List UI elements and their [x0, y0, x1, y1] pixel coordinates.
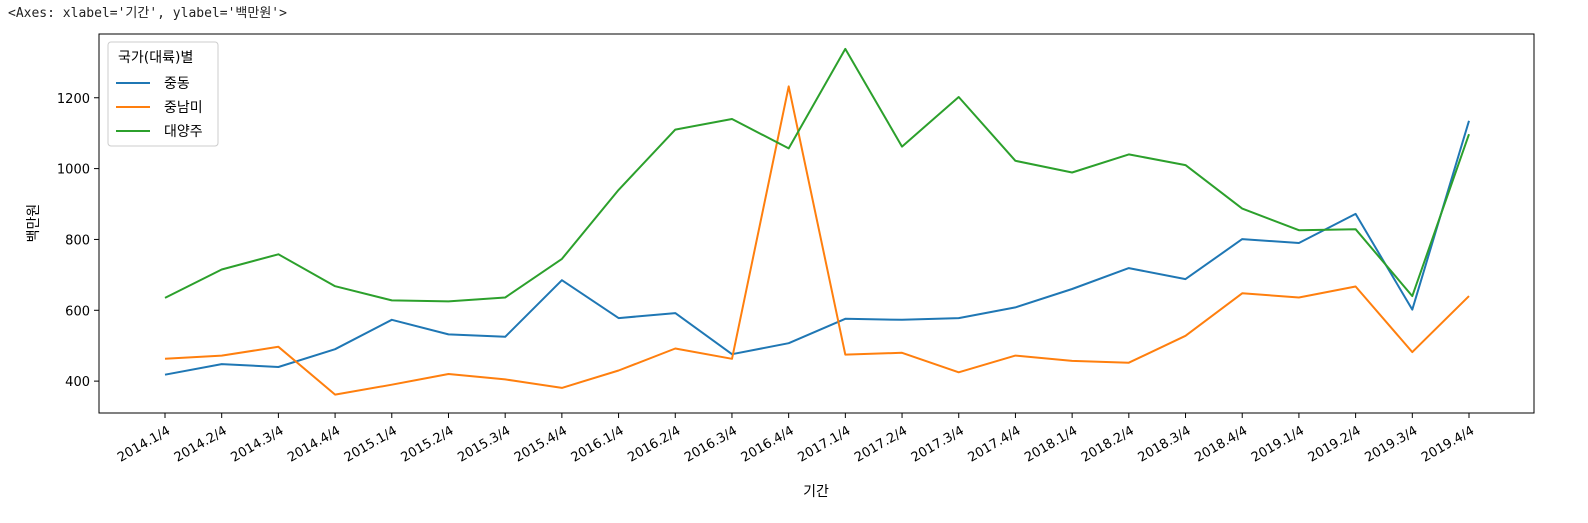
y-axis: 400 600 800 1000 1200: [57, 92, 99, 390]
legend-entry-1: 중동: [164, 76, 190, 92]
legend-entry-3: 대양주: [164, 124, 203, 140]
x-tick-label: 2017.2/4: [852, 423, 910, 465]
x-tick-label: 2019.2/4: [1306, 423, 1364, 465]
x-tick-label: 2018.4/4: [1192, 423, 1250, 465]
x-tick-label: 2014.4/4: [285, 423, 343, 465]
x-tick-label: 2014.3/4: [229, 423, 287, 465]
x-tick-label: 2018.3/4: [1136, 423, 1194, 465]
y-tick-label: 400: [65, 375, 90, 390]
x-tick-label: 2019.3/4: [1362, 423, 1420, 465]
series-layer: [164, 47, 1470, 396]
y-tick-label: 600: [65, 304, 90, 319]
x-tick-label: 2015.1/4: [342, 423, 400, 465]
x-tick-label: 2014.1/4: [115, 423, 173, 465]
x-tick-label: 2014.2/4: [172, 423, 230, 465]
y-tick-label: 1000: [57, 163, 90, 178]
x-tick-label: 2016.3/4: [682, 423, 740, 465]
series-line-2: [164, 85, 1470, 396]
x-tick-label: 2019.4/4: [1419, 423, 1477, 465]
x-tick-label: 2015.2/4: [399, 423, 457, 465]
x-tick-label: 2015.4/4: [512, 423, 570, 465]
x-tick-label: 2017.1/4: [795, 423, 853, 465]
legend-box: [107, 41, 219, 147]
x-axis-label: 기간: [803, 484, 829, 500]
y-tick-label: 800: [65, 233, 90, 248]
axes-repr-text: <Axes: xlabel='기간', ylabel='백만원'>: [8, 6, 287, 21]
x-tick-label: 2019.1/4: [1249, 423, 1307, 465]
legend-entry-2: 중남미: [164, 100, 203, 116]
x-tick-label: 2017.4/4: [966, 423, 1024, 465]
x-tick-label: 2016.1/4: [569, 423, 627, 465]
y-axis-label: 백만원: [26, 204, 42, 243]
y-tick-label: 1200: [57, 92, 90, 107]
x-tick-label: 2018.2/4: [1079, 423, 1137, 465]
x-tick-label: 2016.2/4: [625, 423, 683, 465]
series-line-1: [164, 120, 1470, 376]
x-tick-label: 2017.3/4: [909, 423, 967, 465]
legend-title: 국가(대륙)별: [118, 50, 193, 66]
x-tick-label: 2018.1/4: [1022, 423, 1080, 465]
plot-frame: [98, 33, 1535, 414]
series-line-3: [164, 47, 1470, 303]
x-tick-label: 2016.4/4: [739, 423, 797, 465]
x-axis: 2014.1/42014.2/42014.3/42014.4/42015.1/4…: [115, 413, 1477, 466]
x-tick-label: 2015.3/4: [455, 423, 513, 465]
